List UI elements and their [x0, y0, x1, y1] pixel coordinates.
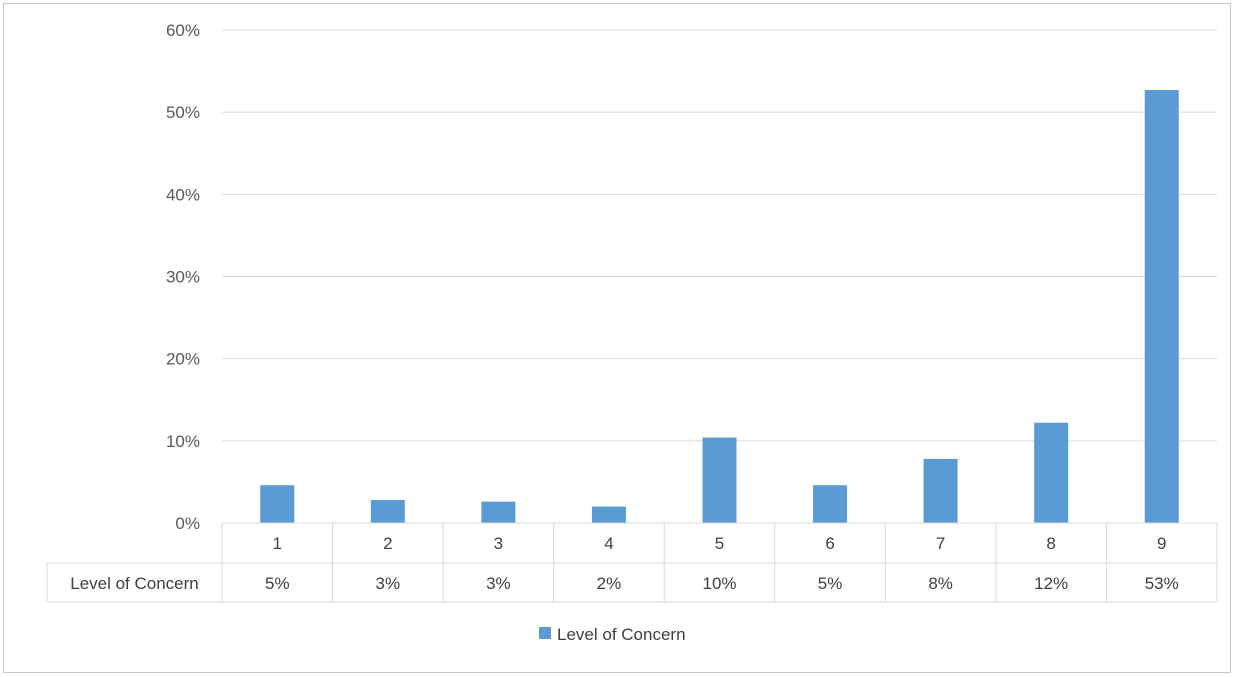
bar — [370, 499, 405, 523]
y-tick-label: 10% — [166, 432, 200, 451]
legend: Level of Concern — [539, 625, 686, 644]
bar — [1034, 422, 1069, 523]
x-tick-label: 3 — [494, 534, 503, 553]
y-axis: 0% 10% 20% 30% 40% 50% 60% — [166, 21, 200, 533]
bar — [591, 506, 626, 523]
y-tick-label: 30% — [166, 268, 200, 287]
bar — [481, 501, 516, 523]
data-label: 12% — [1034, 574, 1068, 593]
data-label: 10% — [702, 574, 736, 593]
bar — [1144, 89, 1179, 524]
bar — [923, 458, 958, 523]
legend-label: Level of Concern — [557, 625, 686, 644]
x-tick-label: 2 — [383, 534, 392, 553]
x-tick-label: 1 — [273, 534, 282, 553]
legend-swatch — [539, 627, 551, 639]
y-tick-label: 40% — [166, 185, 200, 204]
data-label: 3% — [376, 574, 401, 593]
y-tick-label: 20% — [166, 350, 200, 369]
x-tick-label: 5 — [715, 534, 724, 553]
bar — [260, 485, 295, 523]
chart-frame — [3, 3, 1231, 673]
data-table: Level of Concern 1 5% 2 3% 3 3% 4 2% 5 10% 6 5% 7 8% 8 1… — [46, 522, 1218, 603]
data-label: 2% — [597, 574, 622, 593]
table-series-name: Level of Concern — [70, 574, 199, 593]
y-tick-label: 60% — [166, 21, 200, 40]
x-tick-label: 9 — [1157, 534, 1166, 553]
x-tick-label: 8 — [1046, 534, 1055, 553]
data-label: 53% — [1145, 574, 1179, 593]
data-label: 5% — [265, 574, 290, 593]
data-label: 8% — [928, 574, 953, 593]
data-label: 3% — [486, 574, 511, 593]
x-tick-label: 6 — [825, 534, 834, 553]
y-tick-label: 0% — [175, 514, 200, 533]
y-tick-label: 50% — [166, 103, 200, 122]
bar — [702, 437, 737, 523]
data-label: 5% — [818, 574, 843, 593]
bar — [813, 485, 848, 523]
x-tick-label: 7 — [936, 534, 945, 553]
x-tick-label: 4 — [604, 534, 613, 553]
bars — [260, 89, 1179, 524]
